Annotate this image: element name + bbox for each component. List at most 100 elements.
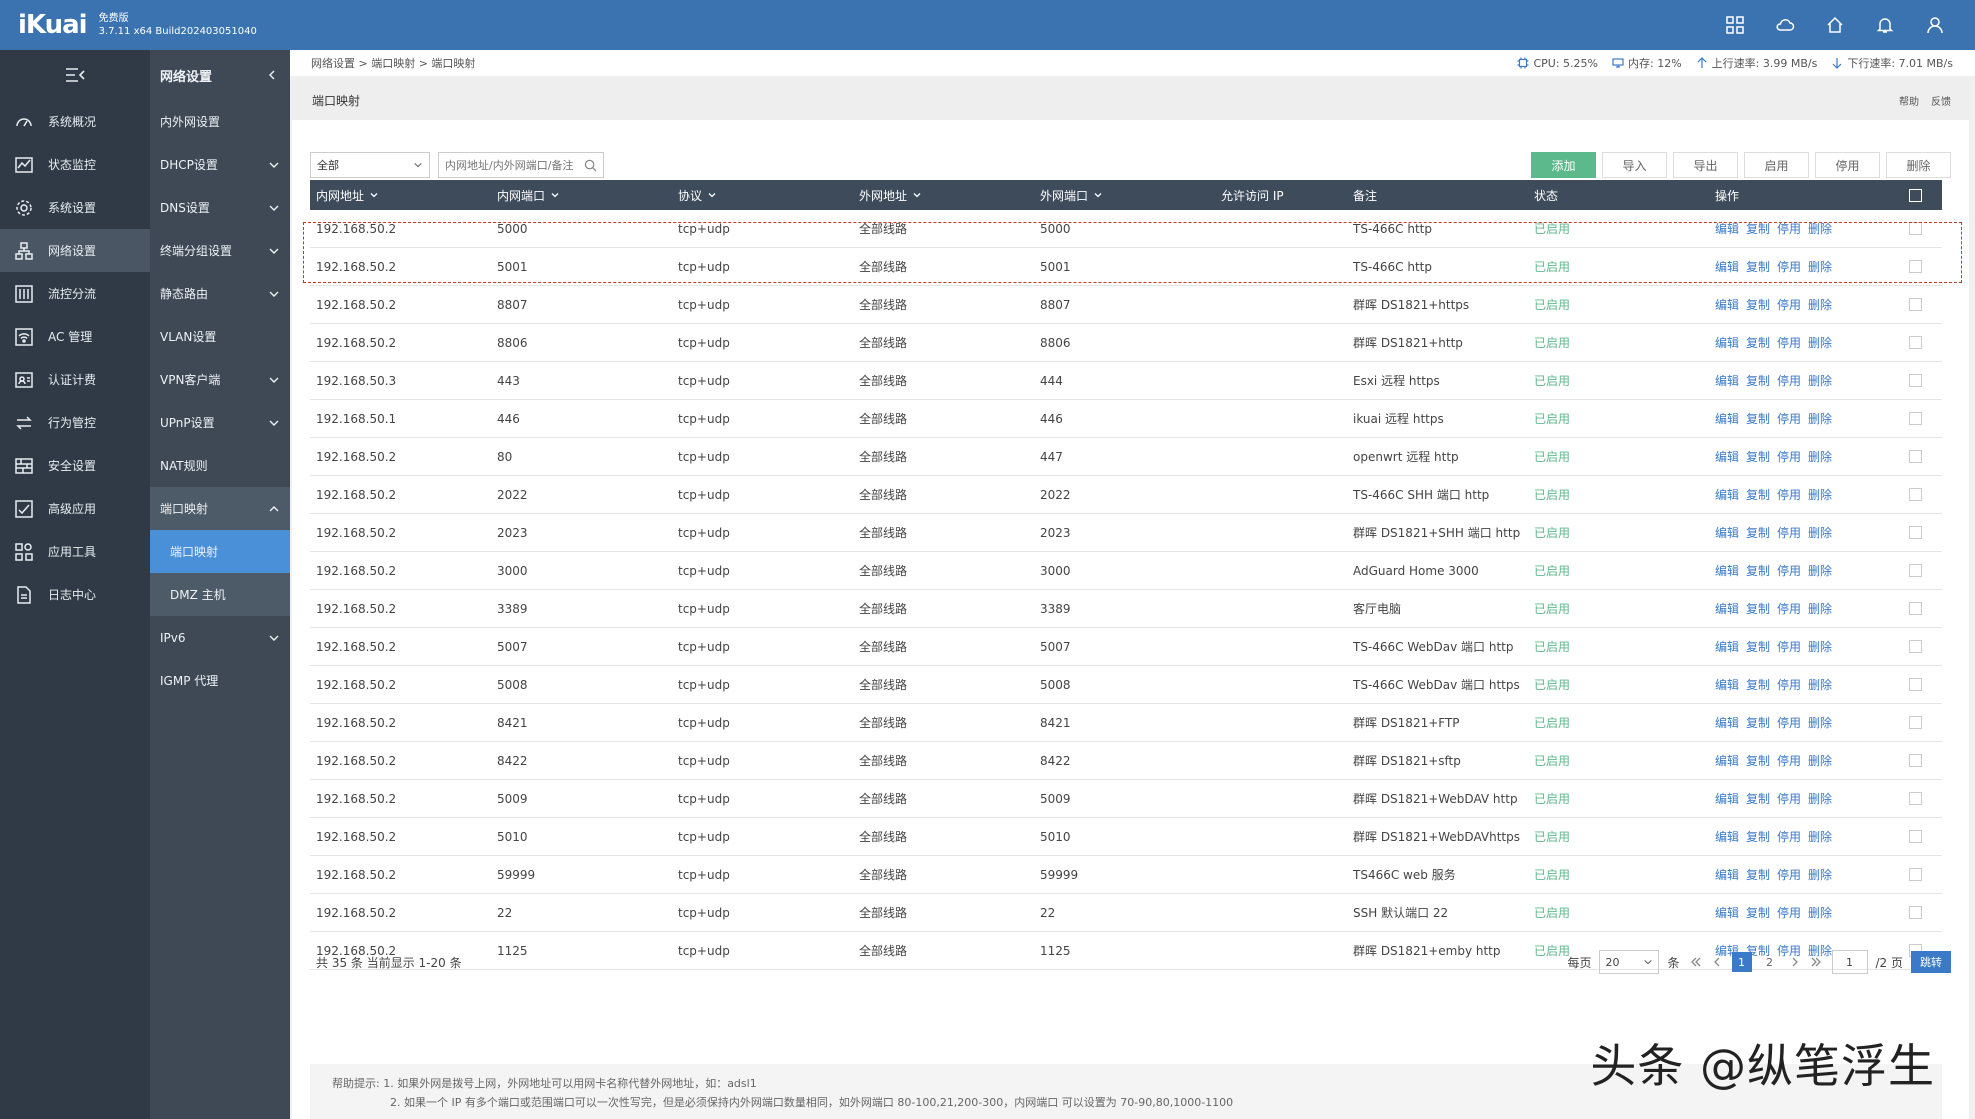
- delete-link[interactable]: 删除: [1808, 868, 1833, 882]
- disable-link[interactable]: 停用: [1777, 830, 1802, 844]
- sidebar-item-advanced[interactable]: 高级应用: [0, 487, 150, 530]
- subnav-item-lanwan[interactable]: 内外网设置: [160, 115, 221, 129]
- disable-link[interactable]: 停用: [1777, 716, 1802, 730]
- copy-link[interactable]: 复制: [1746, 906, 1771, 920]
- edit-link[interactable]: 编辑: [1715, 488, 1740, 502]
- select-all-checkbox[interactable]: [1909, 188, 1922, 202]
- sidebar-item-system[interactable]: 系统设置: [0, 186, 150, 229]
- delete-link[interactable]: 删除: [1808, 412, 1833, 426]
- edit-link[interactable]: 编辑: [1715, 374, 1740, 388]
- delete-link[interactable]: 删除: [1808, 336, 1833, 350]
- delete-link[interactable]: 删除: [1808, 640, 1833, 654]
- last-page-icon[interactable]: [1810, 955, 1824, 969]
- delete-link[interactable]: 删除: [1808, 526, 1833, 540]
- user-icon[interactable]: [1925, 15, 1945, 35]
- sidebar-item-monitor[interactable]: 状态监控: [0, 143, 150, 186]
- copy-link[interactable]: 复制: [1746, 526, 1771, 540]
- edit-link[interactable]: 编辑: [1715, 412, 1740, 426]
- edit-link[interactable]: 编辑: [1715, 792, 1740, 806]
- sidebar-item-tools[interactable]: 应用工具: [0, 530, 150, 573]
- subnav-item-vpn[interactable]: VPN客户端: [150, 358, 290, 401]
- delete-link[interactable]: 删除: [1808, 944, 1833, 958]
- next-page-icon[interactable]: [1788, 955, 1802, 969]
- row-checkbox[interactable]: [1909, 374, 1922, 387]
- edit-link[interactable]: 编辑: [1715, 830, 1740, 844]
- edit-link[interactable]: 编辑: [1715, 906, 1740, 920]
- copy-link[interactable]: 复制: [1746, 640, 1771, 654]
- row-checkbox[interactable]: [1909, 754, 1922, 767]
- help-link[interactable]: 帮助: [1899, 96, 1919, 108]
- edit-link[interactable]: 编辑: [1715, 526, 1740, 540]
- row-checkbox[interactable]: [1909, 526, 1922, 539]
- col-protocol[interactable]: 协议: [672, 187, 853, 204]
- cloud-icon[interactable]: [1775, 15, 1795, 35]
- copy-link[interactable]: 复制: [1746, 374, 1771, 388]
- copy-link[interactable]: 复制: [1746, 412, 1771, 426]
- disable-link[interactable]: 停用: [1777, 792, 1802, 806]
- sidebar-item-ac[interactable]: AC 管理: [0, 315, 150, 358]
- disable-link[interactable]: 停用: [1777, 488, 1802, 502]
- subnav-item-dhcp[interactable]: DHCP设置: [150, 143, 290, 186]
- first-page-icon[interactable]: [1688, 955, 1702, 969]
- sidebar-item-network[interactable]: 网络设置: [0, 229, 150, 272]
- disable-button[interactable]: 停用: [1815, 152, 1880, 178]
- feedback-link[interactable]: 反馈: [1931, 96, 1951, 108]
- disable-link[interactable]: 停用: [1777, 450, 1802, 464]
- delete-link[interactable]: 删除: [1808, 792, 1833, 806]
- subnav-item-static-route[interactable]: 静态路由: [150, 272, 290, 315]
- sidebar-item-behavior[interactable]: 行为管控: [0, 401, 150, 444]
- delete-link[interactable]: 删除: [1808, 488, 1833, 502]
- edit-link[interactable]: 编辑: [1715, 298, 1740, 312]
- row-checkbox[interactable]: [1909, 412, 1922, 425]
- sidebar-item-logs[interactable]: 日志中心: [0, 573, 150, 616]
- delete-link[interactable]: 删除: [1808, 754, 1833, 768]
- row-checkbox[interactable]: [1909, 336, 1922, 349]
- row-checkbox[interactable]: [1909, 488, 1922, 501]
- bell-icon[interactable]: [1875, 15, 1895, 35]
- delete-link[interactable]: 删除: [1808, 374, 1833, 388]
- row-checkbox[interactable]: [1909, 906, 1922, 919]
- sidebar-item-overview[interactable]: 系统概况: [0, 100, 150, 143]
- copy-link[interactable]: 复制: [1746, 222, 1771, 236]
- copy-link[interactable]: 复制: [1746, 944, 1771, 958]
- row-checkbox[interactable]: [1909, 564, 1922, 577]
- row-checkbox[interactable]: [1909, 222, 1922, 235]
- export-button[interactable]: 导出: [1673, 152, 1738, 178]
- copy-link[interactable]: 复制: [1746, 716, 1771, 730]
- copy-link[interactable]: 复制: [1746, 830, 1771, 844]
- subnav-item-dns[interactable]: DNS设置: [150, 186, 290, 229]
- delete-link[interactable]: 删除: [1808, 602, 1833, 616]
- line-filter-select[interactable]: 全部: [310, 152, 430, 178]
- chevron-left-icon[interactable]: [266, 69, 278, 81]
- row-checkbox[interactable]: [1909, 830, 1922, 843]
- disable-link[interactable]: 停用: [1777, 412, 1802, 426]
- edit-link[interactable]: 编辑: [1715, 450, 1740, 464]
- subnav-item-terminal-group[interactable]: 终端分组设置: [150, 229, 290, 272]
- edit-link[interactable]: 编辑: [1715, 678, 1740, 692]
- subnav-item-vlan[interactable]: VLAN设置: [160, 330, 217, 344]
- prev-page-icon[interactable]: [1710, 955, 1724, 969]
- row-checkbox[interactable]: [1909, 792, 1922, 805]
- menu-toggle[interactable]: [0, 50, 150, 100]
- subnav-item-igmp[interactable]: IGMP 代理: [160, 674, 219, 688]
- edit-link[interactable]: 编辑: [1715, 716, 1740, 730]
- disable-link[interactable]: 停用: [1777, 640, 1802, 654]
- delete-link[interactable]: 删除: [1808, 678, 1833, 692]
- search-icon[interactable]: [584, 159, 597, 172]
- delete-link[interactable]: 删除: [1808, 564, 1833, 578]
- col-wan-port[interactable]: 外网端口: [1034, 187, 1215, 204]
- edit-link[interactable]: 编辑: [1715, 602, 1740, 616]
- copy-link[interactable]: 复制: [1746, 792, 1771, 806]
- copy-link[interactable]: 复制: [1746, 298, 1771, 312]
- disable-link[interactable]: 停用: [1777, 906, 1802, 920]
- sidebar-item-security[interactable]: 安全设置: [0, 444, 150, 487]
- delete-link[interactable]: 删除: [1808, 450, 1833, 464]
- sidebar-item-flow[interactable]: 流控分流: [0, 272, 150, 315]
- enable-button[interactable]: 启用: [1744, 152, 1809, 178]
- subnav-item-port-mapping-group[interactable]: 端口映射: [150, 487, 290, 530]
- subnav-item-upnp[interactable]: UPnP设置: [150, 401, 290, 444]
- subnav-item-ipv6[interactable]: IPv6: [150, 616, 290, 659]
- home-icon[interactable]: [1825, 15, 1845, 35]
- disable-link[interactable]: 停用: [1777, 678, 1802, 692]
- delete-link[interactable]: 删除: [1808, 260, 1833, 274]
